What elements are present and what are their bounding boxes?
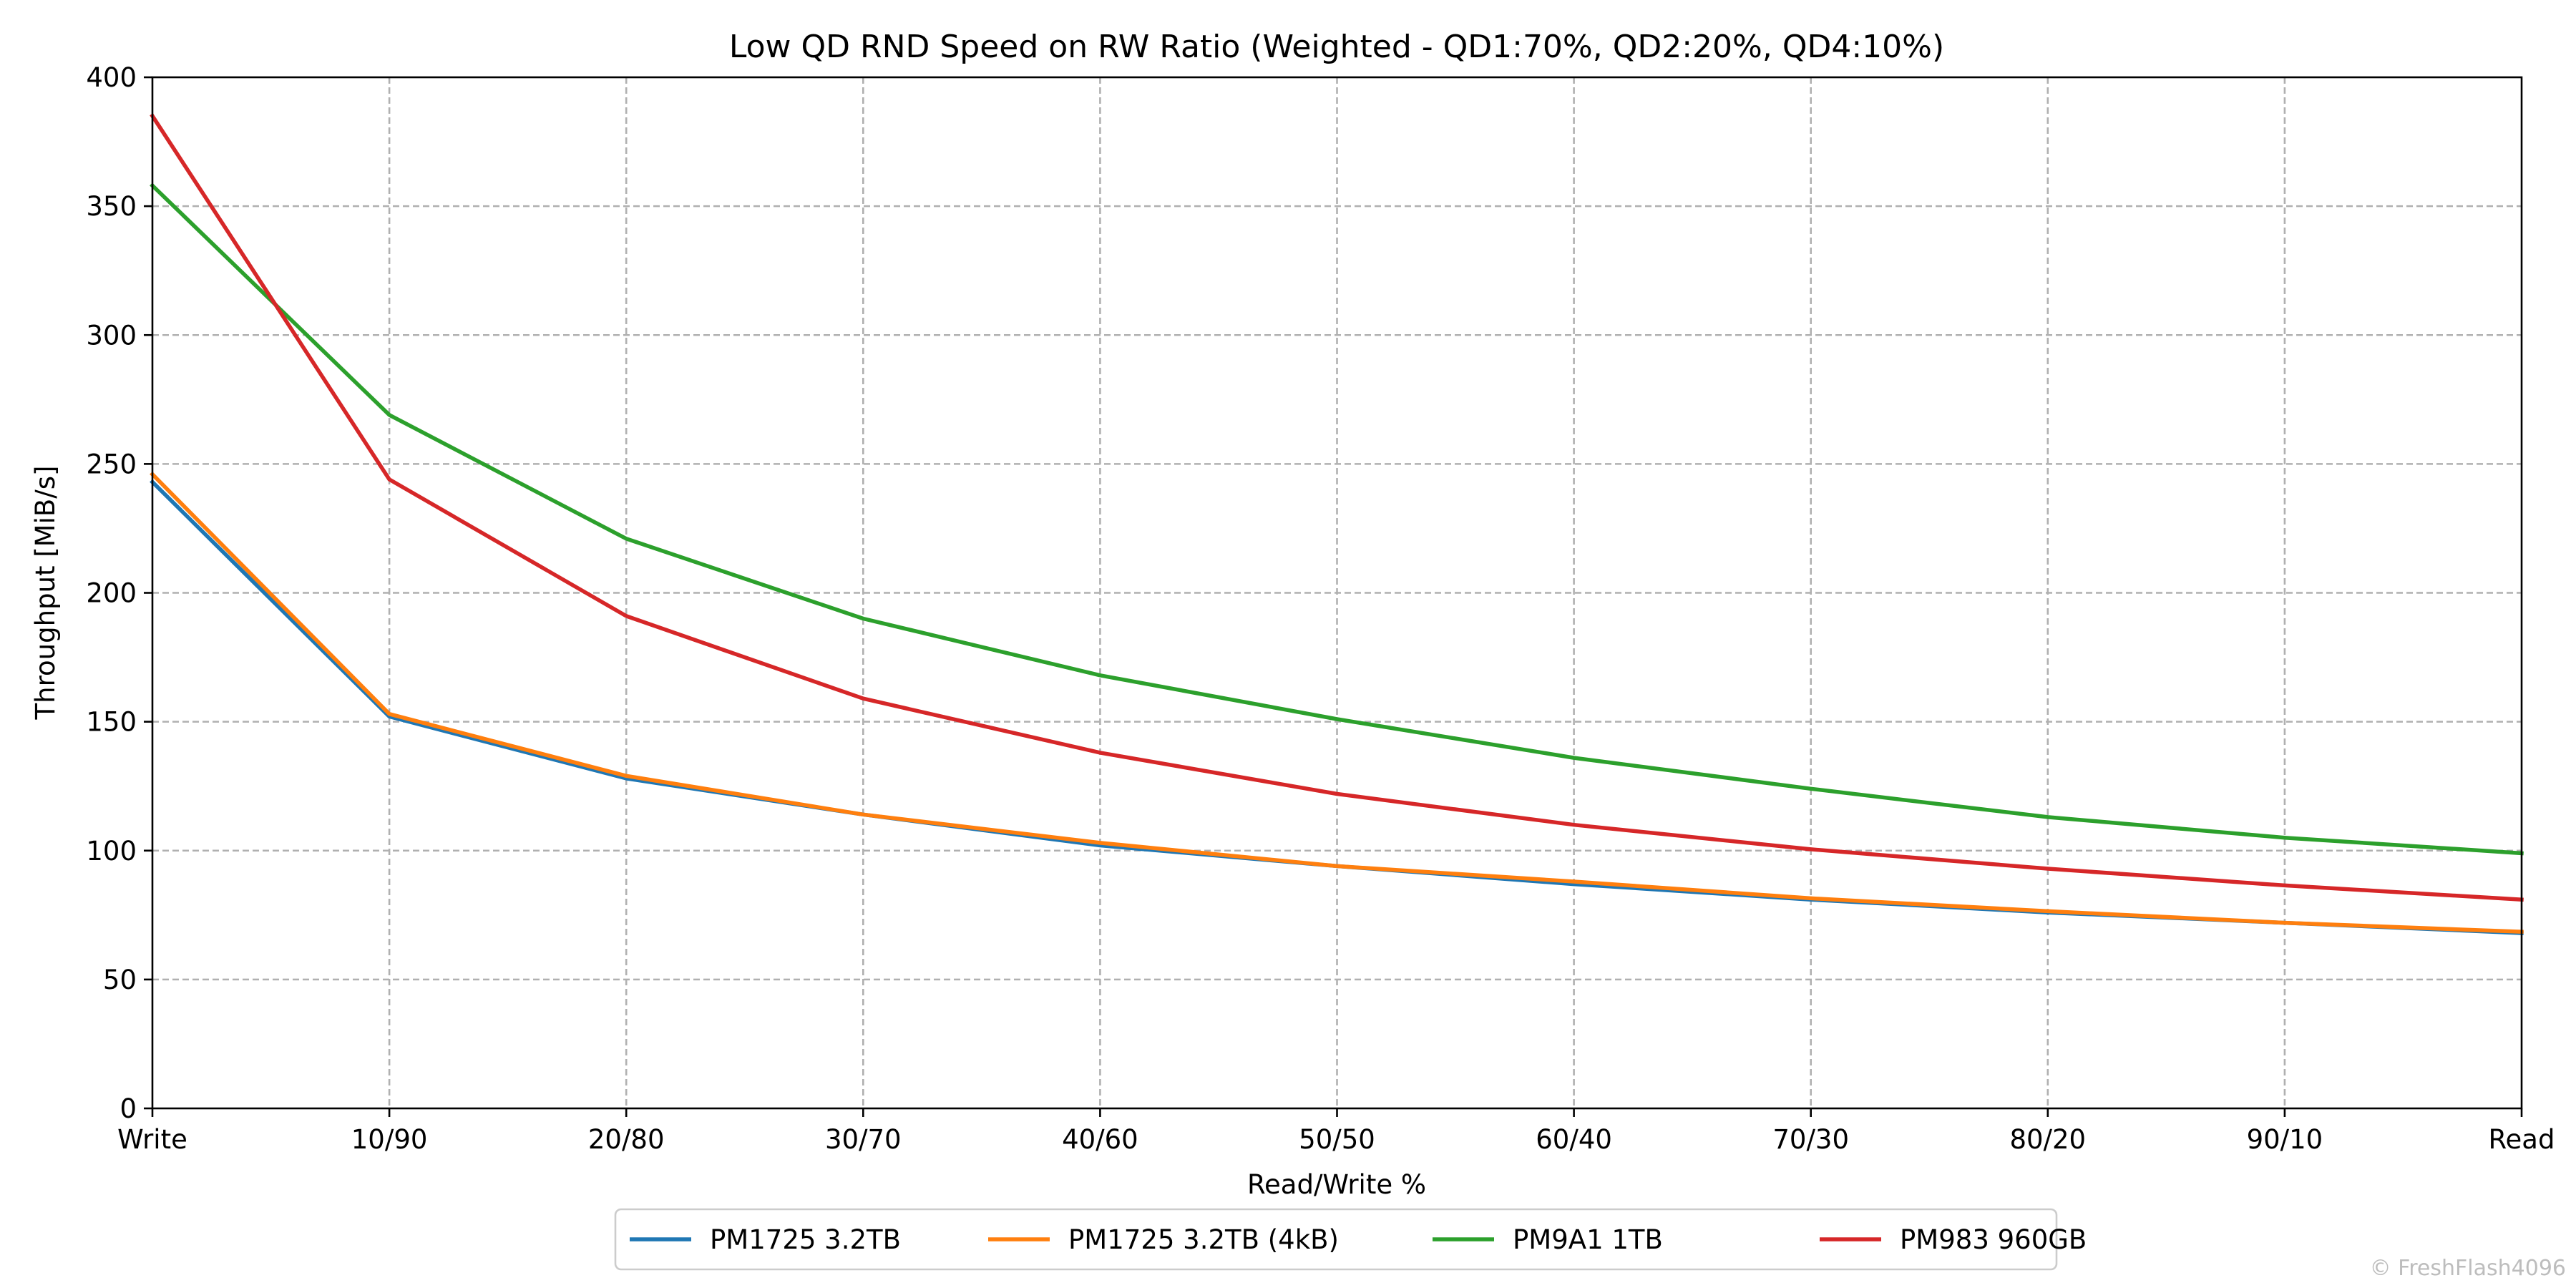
x-tick-label: 20/80	[588, 1124, 665, 1155]
y-tick-label: 200	[86, 578, 137, 609]
y-tick-label: 250	[86, 449, 137, 479]
series-line-2	[150, 182, 2524, 856]
series-line-3	[150, 113, 2524, 902]
legend-item: PM1725 3.2TB (4kB)	[988, 1224, 1339, 1255]
x-tick-label: 50/50	[1299, 1124, 1375, 1155]
y-axis-ticks: 0 50 100 150 200 250 300 350 400	[86, 62, 152, 1124]
y-axis-title: Throughput [MiB/s]	[30, 466, 61, 721]
legend-items: PM1725 3.2TB PM1725 3.2TB (4kB) PM9A1 1TB P…	[630, 1224, 2087, 1255]
watermark: © FreshFlash4096	[2370, 1256, 2566, 1281]
y-tick-label: 150	[86, 707, 137, 738]
x-tick-label: 70/30	[1772, 1124, 1849, 1155]
grid	[152, 77, 2522, 1108]
x-tick-label: 60/40	[1536, 1124, 1612, 1155]
y-tick-label: 400	[86, 62, 137, 93]
x-axis-title: Read/Write %	[1247, 1169, 1426, 1200]
legend-label: PM1725 3.2TB	[710, 1224, 901, 1255]
series-lines	[150, 113, 2524, 935]
legend-item: PM9A1 1TB	[1433, 1224, 1663, 1255]
legend-item: PM1725 3.2TB	[630, 1224, 901, 1255]
x-tick-label: 80/20	[2009, 1124, 2086, 1155]
legend-item: PM983 960GB	[1820, 1224, 2087, 1255]
y-tick-label: 0	[119, 1093, 137, 1124]
x-tick-label: 10/90	[351, 1124, 428, 1155]
x-tick-label: 40/60	[1062, 1124, 1138, 1155]
y-tick-label: 300	[86, 320, 137, 351]
legend-label: PM1725 3.2TB (4kB)	[1068, 1224, 1339, 1255]
legend-box	[614, 1208, 2058, 1271]
y-tick-label: 100	[86, 836, 137, 867]
x-tick-label: Read	[2489, 1124, 2555, 1155]
legend-label: PM9A1 1TB	[1513, 1224, 1663, 1255]
x-tick-label: 90/10	[2247, 1124, 2323, 1155]
legend: PM1725 3.2TB PM1725 3.2TB (4kB) PM9A1 1TB P…	[614, 1208, 2087, 1271]
series-line-1	[150, 471, 2524, 935]
y-tick-label: 350	[86, 191, 137, 222]
legend-label: PM983 960GB	[1900, 1224, 2087, 1255]
x-tick-label: Write	[117, 1124, 187, 1155]
x-tick-label: 30/70	[825, 1124, 902, 1155]
y-tick-label: 50	[103, 965, 137, 995]
chart-title: Low QD RND Speed on RW Ratio (Weighted -…	[729, 29, 1944, 65]
x-axis-ticks: Write 10/90 20/80 30/70 40/60 50/50 60/40 70/30…	[117, 1108, 2555, 1155]
